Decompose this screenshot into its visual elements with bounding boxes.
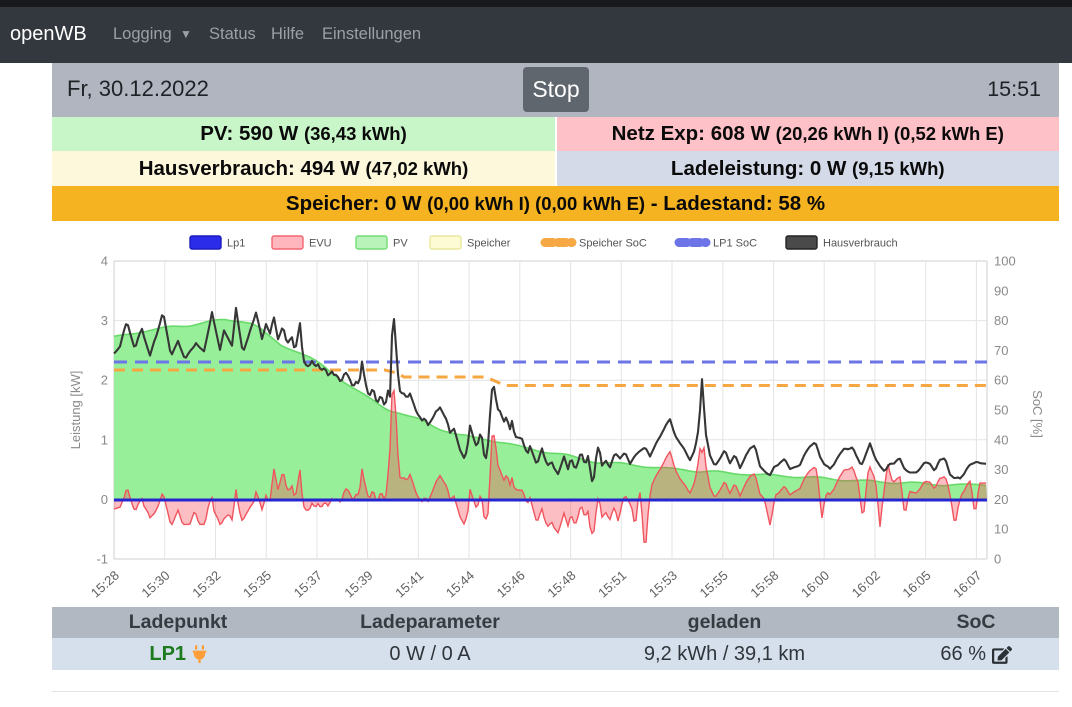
svg-text:15:48: 15:48 bbox=[544, 568, 578, 601]
svg-text:15:58: 15:58 bbox=[747, 568, 781, 601]
svg-text:15:53: 15:53 bbox=[646, 568, 680, 601]
svg-text:SoC [%]: SoC [%] bbox=[1030, 390, 1045, 438]
svg-text:40: 40 bbox=[994, 432, 1008, 447]
svg-text:0: 0 bbox=[101, 492, 108, 507]
svg-text:80: 80 bbox=[994, 313, 1008, 328]
svg-text:0: 0 bbox=[994, 552, 1001, 567]
svg-text:15:41: 15:41 bbox=[392, 568, 426, 601]
svg-text:50: 50 bbox=[994, 403, 1008, 418]
svg-text:Speicher SoC: Speicher SoC bbox=[579, 238, 647, 250]
svg-text:15:30: 15:30 bbox=[138, 568, 172, 601]
svg-text:2: 2 bbox=[101, 373, 108, 388]
svg-text:100: 100 bbox=[994, 254, 1016, 269]
svg-text:15:46: 15:46 bbox=[494, 568, 528, 601]
svg-text:4: 4 bbox=[101, 254, 108, 269]
svg-text:3: 3 bbox=[101, 313, 108, 328]
svg-text:70: 70 bbox=[994, 343, 1008, 358]
svg-text:LP1 SoC: LP1 SoC bbox=[713, 238, 757, 250]
svg-text:60: 60 bbox=[994, 373, 1008, 388]
svg-text:16:00: 16:00 bbox=[798, 568, 832, 601]
svg-text:1: 1 bbox=[101, 432, 108, 447]
svg-text:15:35: 15:35 bbox=[240, 568, 274, 601]
svg-text:16:02: 16:02 bbox=[849, 568, 883, 601]
svg-text:-1: -1 bbox=[96, 552, 108, 567]
svg-text:Speicher: Speicher bbox=[467, 238, 511, 250]
svg-text:Hausverbrauch: Hausverbrauch bbox=[823, 238, 898, 250]
svg-text:15:44: 15:44 bbox=[443, 568, 477, 601]
svg-text:30: 30 bbox=[994, 462, 1008, 477]
svg-text:15:28: 15:28 bbox=[88, 568, 122, 601]
svg-text:PV: PV bbox=[393, 238, 408, 250]
svg-text:15:51: 15:51 bbox=[595, 568, 629, 601]
svg-text:16:07: 16:07 bbox=[950, 568, 984, 601]
svg-text:20: 20 bbox=[994, 492, 1008, 507]
svg-text:15:37: 15:37 bbox=[291, 568, 325, 601]
svg-text:90: 90 bbox=[994, 283, 1008, 298]
svg-text:15:32: 15:32 bbox=[189, 568, 223, 601]
svg-text:Leistung [kW]: Leistung [kW] bbox=[68, 371, 83, 450]
svg-text:15:55: 15:55 bbox=[697, 568, 731, 601]
svg-text:15:39: 15:39 bbox=[341, 568, 375, 601]
svg-text:10: 10 bbox=[994, 522, 1008, 537]
svg-text:Lp1: Lp1 bbox=[227, 238, 245, 250]
svg-text:16:05: 16:05 bbox=[899, 568, 933, 601]
svg-text:EVU: EVU bbox=[309, 238, 332, 250]
